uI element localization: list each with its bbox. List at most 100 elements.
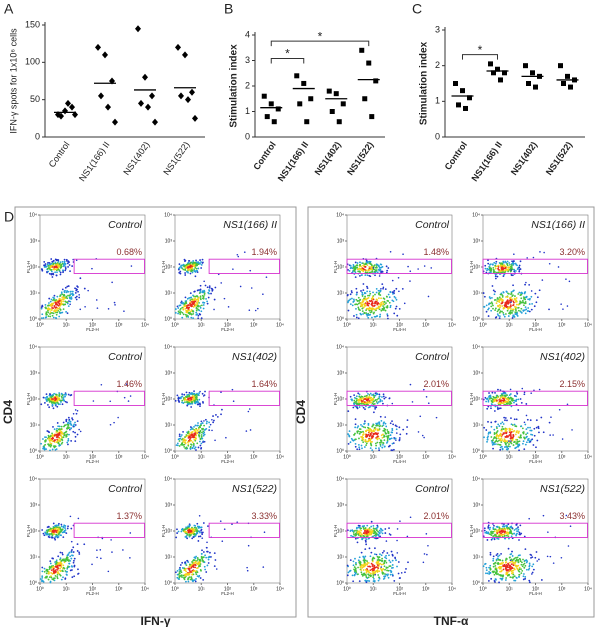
cell-dot bbox=[488, 263, 491, 266]
cell-dot bbox=[348, 430, 351, 433]
cell-dot bbox=[188, 263, 190, 265]
panel-label: D bbox=[4, 209, 14, 225]
cell-dot bbox=[182, 313, 185, 316]
cell-dot bbox=[379, 415, 382, 418]
cell-dot bbox=[66, 423, 68, 426]
cell-dot bbox=[184, 313, 187, 316]
cell-dot bbox=[248, 309, 251, 312]
cell-dot bbox=[174, 308, 177, 310]
cell-dot bbox=[378, 421, 381, 424]
cell-dot bbox=[204, 554, 206, 557]
cell-dot bbox=[192, 536, 195, 539]
cell-dot bbox=[232, 400, 235, 403]
cell-dot bbox=[203, 420, 205, 422]
cell-dot bbox=[486, 407, 489, 410]
y-tick-label: 10⁴ bbox=[336, 344, 344, 350]
cell-dot bbox=[394, 424, 397, 427]
cell-dot bbox=[194, 275, 197, 278]
cell-dot bbox=[511, 317, 514, 319]
cell-dot bbox=[180, 434, 183, 436]
cell-dot bbox=[54, 563, 57, 565]
cell-dot bbox=[354, 442, 357, 445]
cell-dot bbox=[352, 560, 355, 563]
cell-dot bbox=[490, 421, 493, 424]
gate bbox=[346, 522, 452, 538]
plot-title: NS1(166) II bbox=[531, 219, 585, 231]
cell-dot bbox=[67, 525, 69, 528]
cell-dot bbox=[44, 306, 47, 309]
cell-dot bbox=[485, 398, 488, 400]
cell-dot bbox=[74, 296, 77, 299]
cell-dot bbox=[494, 264, 497, 267]
cell-dot bbox=[43, 261, 46, 263]
cell-dot bbox=[517, 440, 520, 443]
cell-dot bbox=[192, 566, 195, 569]
cell-dot bbox=[356, 262, 359, 264]
cell-dot bbox=[361, 291, 364, 294]
cell-dot bbox=[177, 268, 180, 271]
cell-dot bbox=[504, 313, 507, 315]
cell-dot bbox=[194, 424, 197, 427]
cell-dot bbox=[518, 264, 521, 267]
cell-dot bbox=[369, 392, 372, 395]
cell-dot bbox=[187, 567, 190, 570]
cell-dot bbox=[356, 264, 359, 266]
plot-title: Control bbox=[108, 483, 143, 495]
cell-dot bbox=[51, 393, 54, 396]
x-tick-label: Control bbox=[443, 140, 470, 172]
cell-dot bbox=[366, 535, 369, 538]
cell-dot bbox=[195, 304, 197, 307]
cell-dot bbox=[44, 436, 46, 438]
cell-dot bbox=[50, 396, 53, 399]
cell-dot bbox=[198, 526, 201, 529]
data-point bbox=[62, 107, 68, 115]
y-tick-label: 10³ bbox=[165, 370, 173, 376]
cell-dot bbox=[375, 529, 378, 531]
cell-dot bbox=[517, 431, 520, 434]
cell-dot bbox=[58, 397, 61, 400]
cell-dot bbox=[519, 260, 522, 263]
cell-dot bbox=[368, 580, 371, 582]
cell-dot bbox=[510, 308, 512, 310]
cell-dot bbox=[509, 433, 512, 436]
cell-dot bbox=[510, 417, 512, 420]
cell-dot bbox=[51, 530, 54, 533]
cell-dot bbox=[199, 563, 202, 565]
cell-dot bbox=[193, 390, 195, 393]
cell-dot bbox=[398, 437, 401, 439]
cell-dot bbox=[496, 430, 499, 432]
cell-dot bbox=[188, 433, 191, 436]
cell-dot bbox=[524, 302, 527, 305]
cell-dot bbox=[193, 438, 196, 441]
cell-dot bbox=[375, 393, 378, 396]
cell-dot bbox=[199, 284, 202, 287]
cell-dot bbox=[504, 392, 507, 395]
cell-dot bbox=[383, 562, 386, 565]
cell-dot bbox=[117, 416, 119, 419]
cell-dot bbox=[352, 580, 355, 583]
cell-dot bbox=[46, 568, 49, 571]
cell-dot bbox=[368, 565, 371, 568]
cell-dot bbox=[504, 302, 507, 304]
cell-dot bbox=[190, 309, 193, 311]
cell-dot bbox=[57, 562, 59, 565]
data-point bbox=[558, 63, 563, 69]
cell-dot bbox=[62, 396, 65, 399]
x-tick-label: 10⁴ bbox=[141, 586, 149, 592]
cell-dot bbox=[55, 531, 58, 534]
cell-dot bbox=[500, 267, 503, 270]
cell-dot bbox=[396, 552, 399, 554]
cell-dot bbox=[66, 566, 69, 569]
cell-dot bbox=[501, 296, 504, 298]
cell-dot bbox=[200, 435, 203, 438]
y-tick-label: 50 bbox=[30, 94, 40, 104]
cell-dot bbox=[347, 433, 349, 435]
cell-dot bbox=[53, 294, 56, 297]
cell-dot bbox=[356, 426, 359, 429]
cell-dot bbox=[57, 425, 60, 428]
cell-dot bbox=[505, 402, 508, 405]
cell-dot bbox=[185, 526, 187, 529]
cell-dot bbox=[500, 262, 503, 265]
cell-dot bbox=[200, 442, 203, 445]
cell-dot bbox=[199, 577, 202, 579]
